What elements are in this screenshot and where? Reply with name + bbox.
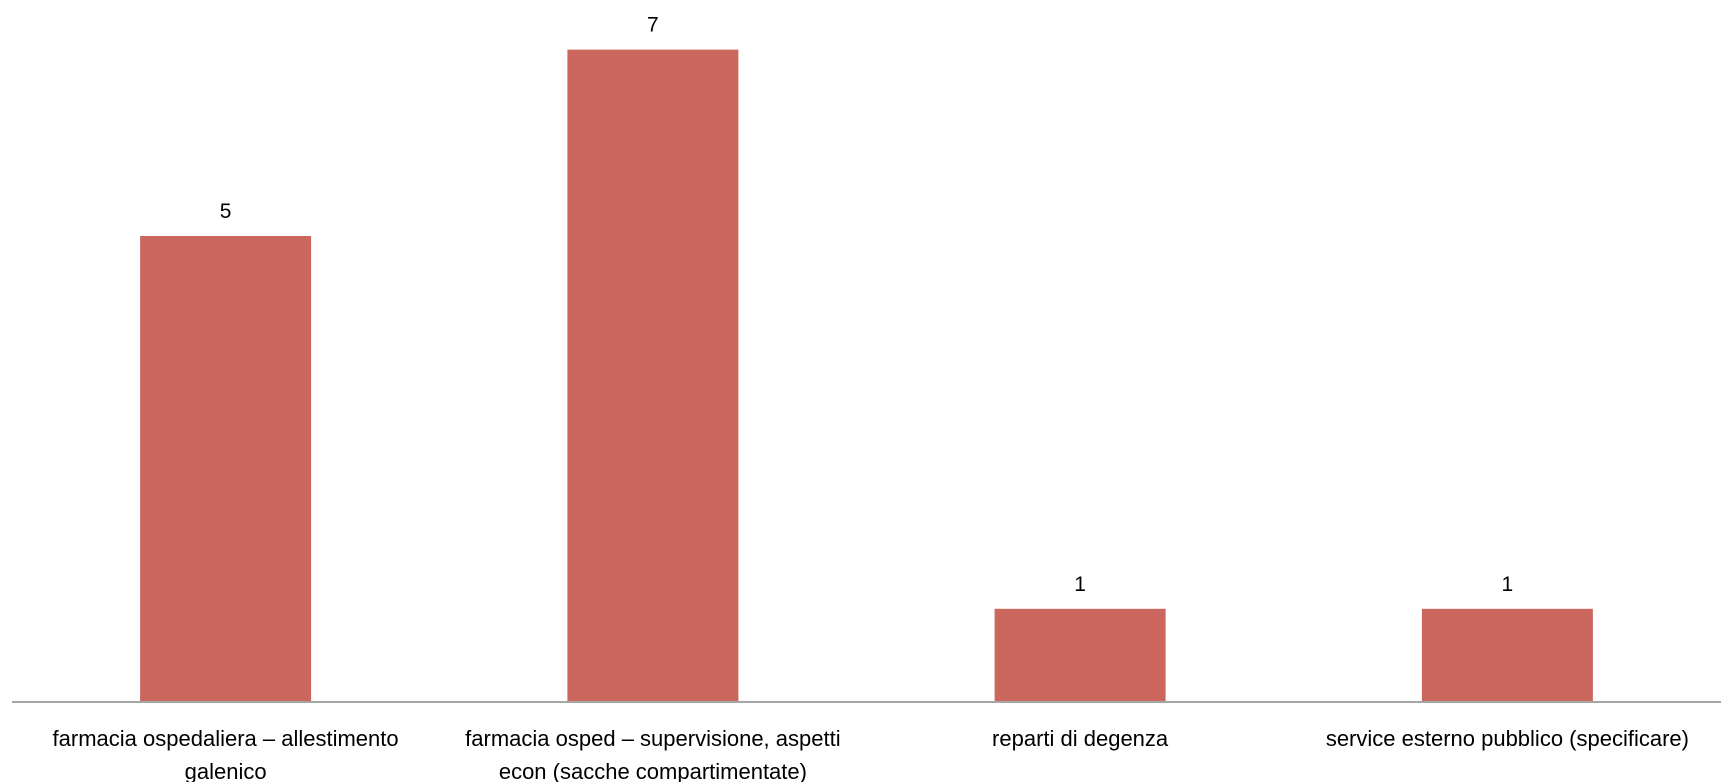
value-label-2: 7 bbox=[647, 14, 659, 37]
bar-4 bbox=[1421, 608, 1593, 702]
category-label-2: farmacia osped – supervisione, aspetti ec… bbox=[465, 726, 840, 782]
bar-1 bbox=[140, 236, 312, 702]
value-label-3: 1 bbox=[1074, 573, 1086, 596]
category-label-1-line-2: galenico bbox=[185, 759, 267, 782]
value-labels-group: 5 7 1 1 bbox=[220, 14, 1513, 596]
category-label-4: service esterno pubblico (specificare) bbox=[1326, 726, 1689, 751]
category-label-1: farmacia ospedaliera – allestimento galen… bbox=[53, 726, 399, 782]
category-label-3: reparti di degenza bbox=[992, 726, 1169, 751]
category-label-4-line-1: service esterno pubblico (specificare) bbox=[1326, 726, 1689, 751]
category-label-2-line-1: farmacia osped – supervisione, aspetti bbox=[465, 726, 840, 751]
category-label-2-line-2: econ (sacche compartimentate) bbox=[499, 759, 807, 782]
value-label-1: 5 bbox=[220, 200, 232, 223]
value-label-4: 1 bbox=[1502, 573, 1514, 596]
category-label-1-line-1: farmacia ospedaliera – allestimento bbox=[53, 726, 399, 751]
bar-2 bbox=[567, 49, 739, 703]
bar-3 bbox=[994, 608, 1166, 702]
category-label-3-line-1: reparti di degenza bbox=[992, 726, 1169, 751]
bars-group bbox=[140, 49, 1593, 703]
category-labels-group: farmacia ospedaliera – allestimento galen… bbox=[53, 726, 1689, 782]
